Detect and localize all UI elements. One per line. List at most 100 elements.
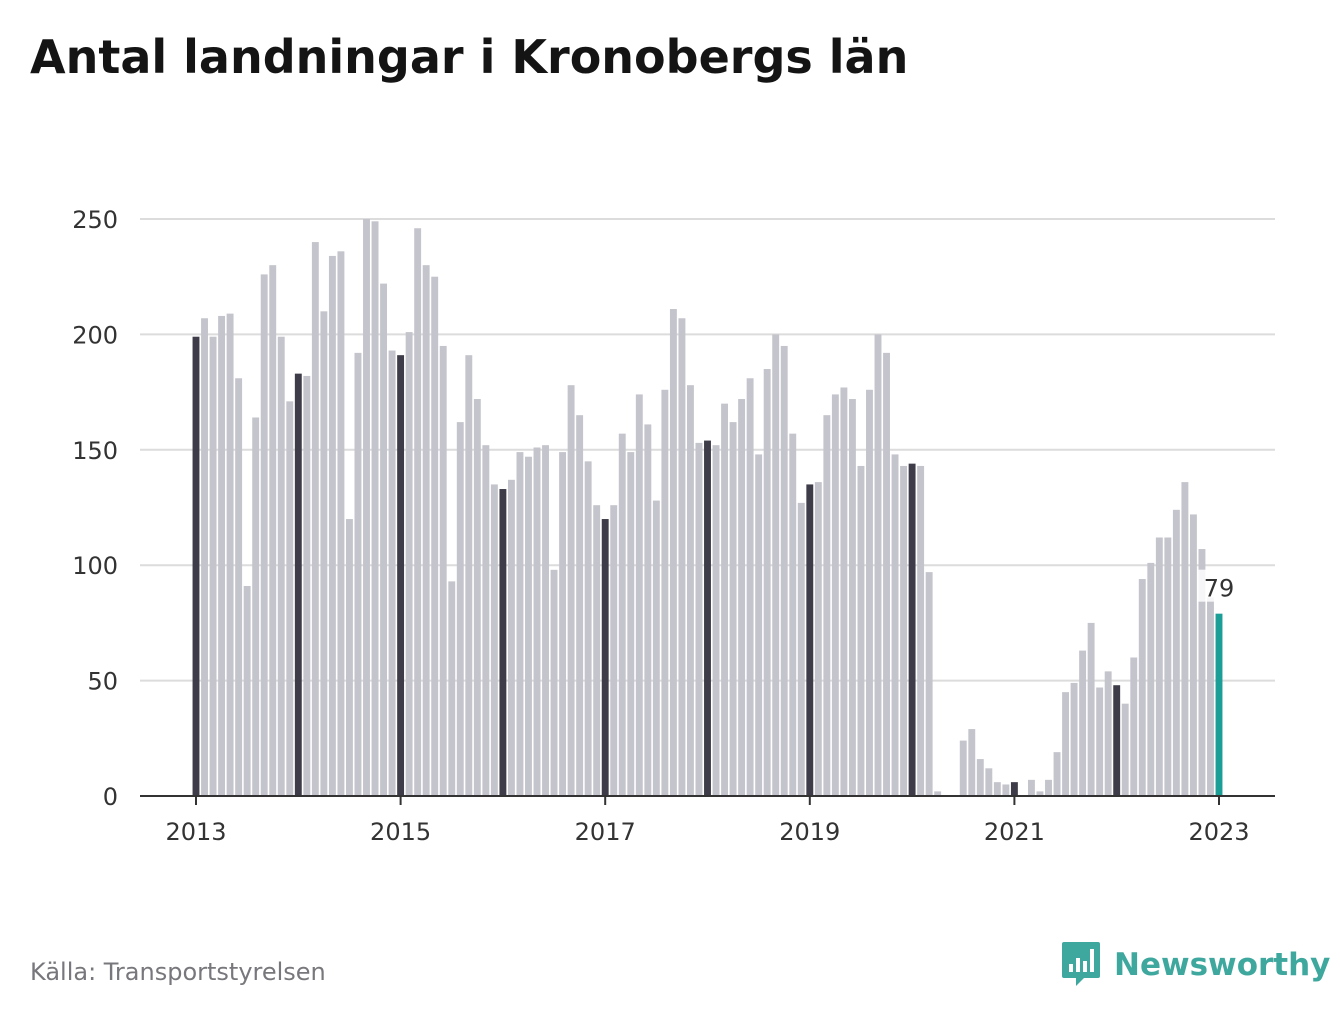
bar	[201, 318, 208, 796]
bar	[959, 740, 967, 796]
bar	[320, 311, 328, 796]
bar	[354, 352, 362, 796]
bar	[848, 399, 856, 796]
bar	[218, 315, 226, 796]
bar	[1189, 514, 1197, 796]
bar	[328, 255, 336, 797]
bar	[269, 265, 277, 796]
highlight-annotation: 79	[1197, 569, 1235, 603]
y-tick-label: 0	[103, 783, 118, 811]
bar	[695, 442, 703, 796]
bar	[900, 465, 908, 796]
bar	[405, 332, 413, 796]
y-axis-ticks: 0 50 100 150 200 250	[72, 206, 118, 811]
bar	[593, 505, 601, 796]
bar	[1181, 482, 1189, 796]
bar	[669, 309, 677, 796]
bar	[1062, 692, 1069, 796]
highlight-value-label: 79	[1204, 575, 1235, 603]
bar	[1172, 509, 1180, 796]
bar	[1164, 537, 1172, 796]
bar	[1207, 597, 1214, 796]
bar	[294, 373, 302, 796]
bar	[448, 581, 456, 796]
bar	[1010, 782, 1018, 796]
bar	[1121, 703, 1129, 796]
bar	[1028, 779, 1035, 796]
bar	[533, 447, 541, 796]
bar	[277, 336, 285, 796]
bar	[610, 505, 618, 796]
bar	[755, 454, 763, 796]
bar	[1087, 622, 1095, 796]
x-axis-ticks: 2013 2015 2017 2019 2021 2023	[165, 796, 1250, 846]
bar	[516, 452, 524, 796]
bar	[874, 334, 882, 796]
bar	[286, 401, 294, 796]
bar	[1113, 685, 1121, 796]
bar	[857, 465, 865, 796]
bar	[542, 445, 549, 796]
bars	[192, 219, 1223, 797]
bar	[346, 519, 353, 796]
bar	[260, 274, 268, 797]
bar	[780, 345, 788, 796]
bar	[687, 385, 694, 796]
bar	[618, 433, 626, 796]
bar	[1070, 682, 1078, 796]
bar	[738, 399, 746, 796]
bar	[883, 352, 890, 796]
bar	[866, 389, 873, 796]
bar	[252, 417, 260, 796]
bar	[235, 378, 243, 796]
bar	[985, 768, 993, 796]
chart-title: Antal landningar i Kronobergs län	[30, 30, 909, 84]
bar	[371, 221, 379, 797]
bar	[1198, 549, 1206, 796]
bar	[712, 445, 720, 796]
bar	[456, 422, 464, 796]
bar	[772, 334, 780, 796]
bar	[891, 454, 899, 796]
y-tick-label: 50	[87, 668, 118, 696]
bar	[363, 219, 370, 796]
x-tick-label: 2015	[370, 818, 431, 846]
bar	[1147, 562, 1155, 796]
bar	[661, 389, 669, 796]
x-tick-label: 2017	[575, 818, 636, 846]
bar	[627, 452, 635, 796]
bar	[993, 782, 1001, 796]
bar	[473, 399, 481, 796]
bar	[243, 585, 251, 796]
bar	[192, 336, 200, 796]
bar	[652, 500, 660, 796]
bar	[490, 484, 498, 796]
bar	[678, 318, 686, 796]
bar	[550, 569, 558, 796]
bar	[840, 387, 848, 796]
newsworthy-brand: Newsworthy	[1060, 940, 1330, 990]
bar	[226, 313, 234, 796]
bar	[388, 350, 396, 796]
bar	[465, 355, 473, 796]
bar	[584, 461, 592, 796]
bar	[1215, 613, 1223, 796]
x-tick-label: 2021	[984, 818, 1045, 846]
bar	[644, 424, 652, 796]
bar	[968, 729, 976, 796]
y-tick-label: 150	[72, 437, 118, 465]
bar	[763, 369, 771, 796]
bar	[311, 242, 319, 796]
bar	[525, 456, 532, 796]
bar	[1130, 657, 1138, 796]
bar	[1096, 687, 1104, 796]
y-tick-label: 200	[72, 321, 118, 349]
bar	[431, 276, 439, 796]
bar	[917, 465, 925, 796]
bar	[507, 479, 515, 796]
bar	[1138, 579, 1146, 796]
bar	[1104, 671, 1112, 796]
x-tick-label: 2019	[779, 818, 840, 846]
bar	[1079, 650, 1087, 796]
bar	[934, 791, 942, 796]
